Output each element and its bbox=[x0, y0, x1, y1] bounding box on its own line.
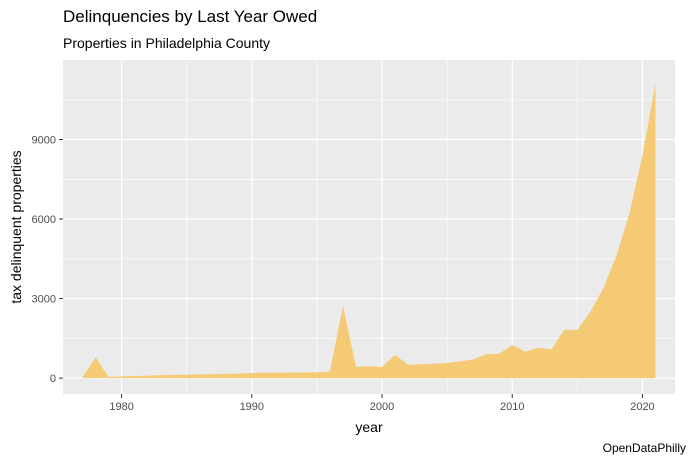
y-tick-label: 6000 bbox=[32, 214, 56, 226]
x-tick-label: 1990 bbox=[240, 401, 264, 413]
x-axis-title: year bbox=[355, 419, 383, 435]
x-tick-label: 2000 bbox=[370, 401, 394, 413]
y-axis-ticks: 0 3000 6000 9000 bbox=[32, 135, 63, 385]
x-axis-ticks: 1980 1990 2000 2010 2020 bbox=[109, 394, 655, 413]
delinquency-area bbox=[82, 83, 656, 379]
source-caption: OpenDataPhilly bbox=[602, 441, 686, 455]
x-tick-label: 2010 bbox=[500, 401, 524, 413]
chart-subtitle: Properties in Philadelphia County bbox=[63, 35, 271, 51]
y-axis-title: tax delinquent properties bbox=[8, 150, 24, 303]
y-tick-label: 9000 bbox=[32, 135, 56, 147]
y-tick-label: 0 bbox=[50, 373, 56, 385]
chart-title: Delinquencies by Last Year Owed bbox=[63, 7, 318, 26]
x-tick-label: 1980 bbox=[109, 401, 133, 413]
x-tick-label: 2020 bbox=[630, 401, 654, 413]
y-tick-label: 3000 bbox=[32, 294, 56, 306]
